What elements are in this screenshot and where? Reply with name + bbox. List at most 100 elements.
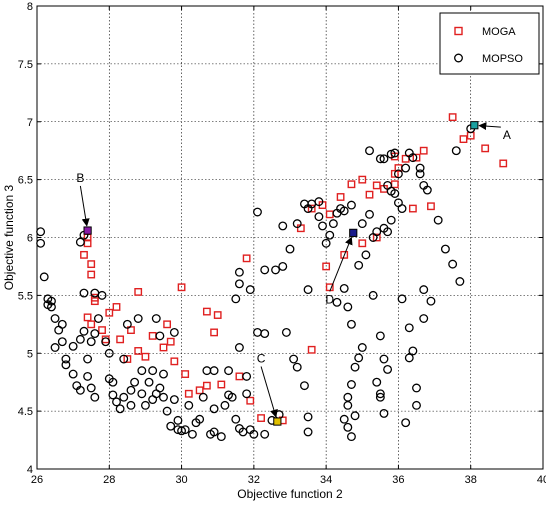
grid	[37, 6, 543, 469]
moga-point	[90, 297, 99, 306]
mopso-point	[75, 237, 85, 247]
annotation-arrow-b	[79, 185, 90, 227]
moga-point	[87, 320, 96, 329]
mopso-point	[455, 277, 465, 286]
moga-point	[242, 254, 251, 263]
mopso-point	[166, 421, 176, 431]
moga-point	[325, 210, 334, 219]
mopso-point	[343, 392, 353, 402]
mopso-point	[83, 354, 93, 364]
mopso-point	[350, 362, 360, 372]
mopso-point	[234, 267, 244, 277]
mopso-point	[148, 366, 158, 376]
moga-point	[217, 380, 226, 389]
mopso-point	[231, 414, 241, 424]
moga-point	[210, 328, 218, 337]
mopso-point	[220, 400, 230, 410]
mopso-point	[354, 260, 364, 270]
mopso-point	[346, 432, 356, 442]
mopso-point	[104, 348, 114, 358]
mopso-point	[209, 366, 219, 376]
legend: MOGA MOPSO	[439, 12, 540, 75]
moga-point	[166, 337, 175, 346]
mopso-point	[126, 385, 136, 395]
highlight-point-a	[470, 121, 479, 130]
mopso-point	[61, 360, 71, 370]
mopso-point	[151, 389, 161, 399]
legend-label: MOPSO	[482, 53, 523, 65]
moga-point	[412, 153, 421, 162]
mopso-point	[379, 408, 389, 418]
mopso-point	[234, 279, 244, 289]
mopso-point	[350, 411, 360, 421]
mopso-point	[86, 383, 96, 393]
moga-point	[246, 396, 255, 405]
y-tick-label: 5.5	[18, 290, 33, 302]
mopso-point	[242, 371, 252, 381]
mopso-point	[379, 354, 389, 364]
mopso-point	[390, 189, 400, 198]
moga-point	[170, 357, 179, 366]
mopso-point	[79, 326, 89, 336]
mopso-point	[314, 197, 324, 207]
y-tick-label: 7.5	[18, 59, 33, 71]
mopso-point	[50, 343, 60, 352]
mopso-point	[162, 406, 172, 416]
legend-box	[439, 12, 540, 75]
mopso-point	[260, 429, 270, 439]
mopso-point	[209, 404, 219, 414]
annotation-label-b: B	[76, 171, 84, 185]
mopso-point	[386, 215, 396, 225]
mopso-point	[57, 337, 67, 347]
moga-point	[184, 389, 193, 398]
mopso-point	[448, 259, 458, 269]
mopso-point	[365, 146, 374, 156]
mopso-point	[303, 427, 313, 437]
mopso-point	[137, 389, 147, 399]
mopso-point	[440, 244, 450, 254]
mopso-point	[415, 163, 425, 173]
mopso-point	[318, 221, 327, 231]
mopso-point	[36, 238, 46, 248]
mopso-point	[412, 400, 421, 410]
mopso-point	[343, 422, 353, 432]
mopso-point	[383, 180, 393, 190]
moga-point	[322, 262, 331, 271]
moga-point	[112, 303, 121, 311]
mopso-point	[397, 294, 407, 304]
mopso-point	[242, 389, 252, 399]
mopso-point	[36, 227, 46, 237]
mopso-point	[173, 425, 183, 435]
annotation-arrow-a	[478, 122, 501, 131]
mopso-point	[169, 395, 179, 404]
mopso-point	[303, 285, 313, 295]
moga-point	[213, 311, 222, 319]
mopso-point	[332, 297, 342, 307]
mopso-point	[357, 219, 367, 229]
mopso-point	[433, 215, 443, 225]
mopso-point	[231, 294, 241, 304]
moga-point	[116, 335, 125, 344]
mopso-point	[386, 149, 396, 159]
mopso-point	[325, 230, 335, 240]
mopso-point	[415, 169, 425, 179]
mopso-point	[346, 319, 356, 329]
mopso-point	[375, 392, 385, 402]
mopso-point	[451, 146, 461, 156]
moga-point	[177, 283, 186, 292]
moga-point	[347, 180, 356, 189]
mopso-point	[390, 148, 400, 158]
mopso-point	[216, 432, 226, 442]
mopso-point	[119, 392, 129, 402]
mopso-point	[365, 209, 374, 219]
moga-point	[365, 190, 374, 199]
moga-point	[427, 202, 435, 211]
mopso-point	[97, 290, 107, 300]
mopso-point	[412, 383, 421, 393]
data-marks	[36, 113, 508, 442]
x-tick-label: 32	[248, 474, 260, 486]
moga-point	[181, 370, 190, 378]
moga-point	[307, 204, 316, 213]
mopso-point	[119, 354, 129, 364]
mopso-point	[253, 327, 262, 337]
